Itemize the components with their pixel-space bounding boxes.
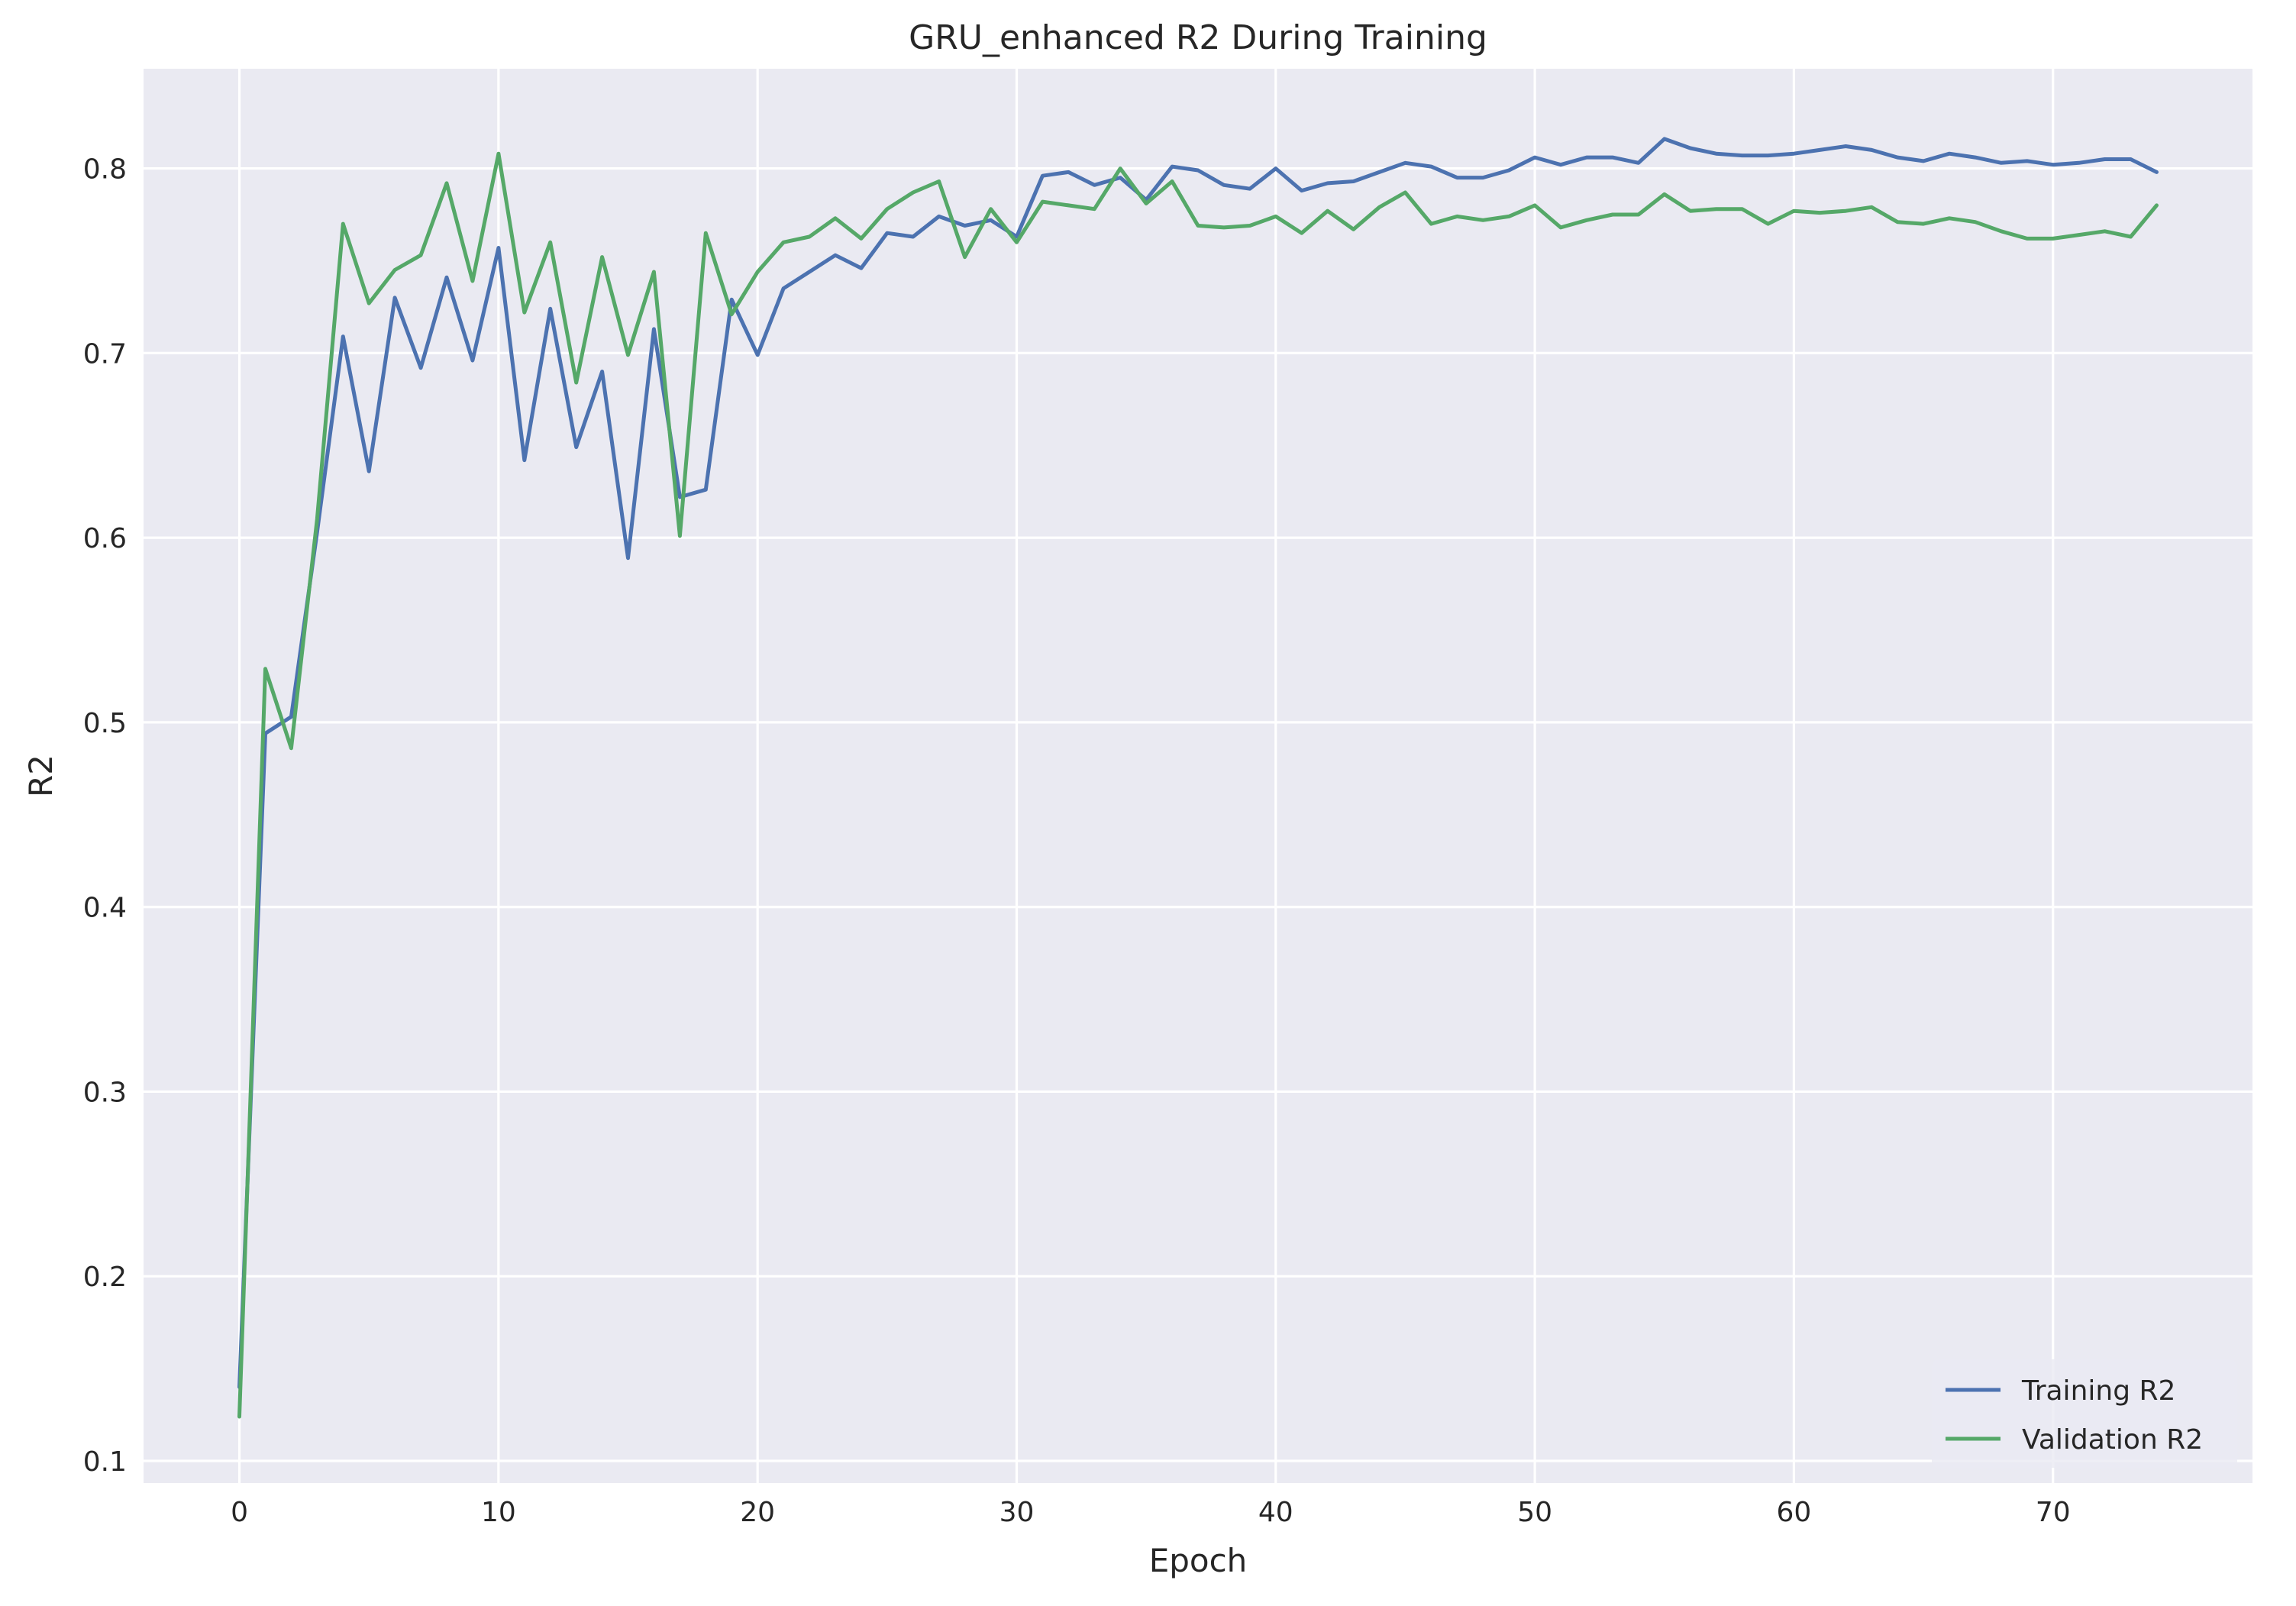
y-tick-label: 0.2: [83, 1262, 127, 1293]
legend-label-validation: Validation R2: [2022, 1424, 2203, 1456]
x-tick-label: 10: [481, 1497, 516, 1528]
chart-title: GRU_enhanced R2 During Training: [909, 18, 1487, 57]
x-tick-label: 0: [231, 1497, 248, 1528]
y-tick-label: 0.3: [83, 1077, 127, 1108]
y-tick-label: 0.7: [83, 338, 127, 370]
y-axis-label: R2: [22, 755, 60, 797]
x-axis-label: Epoch: [1149, 1542, 1248, 1579]
y-tick-label: 0.8: [83, 154, 127, 186]
y-tick-label: 0.4: [83, 893, 127, 924]
x-tick-label: 20: [740, 1497, 775, 1528]
y-tick-label: 0.1: [83, 1446, 127, 1478]
y-tick-label: 0.6: [83, 523, 127, 554]
series-lines: [237, 137, 2159, 1419]
x-tick-label: 70: [2036, 1497, 2071, 1528]
legend-box: [1932, 1359, 2237, 1468]
x-tick-label: 40: [1258, 1497, 1293, 1528]
x-tick-label: 60: [1777, 1497, 1812, 1528]
plot-background: [144, 69, 2252, 1483]
series-points-validation: [239, 153, 2157, 1417]
series-line-training: [237, 137, 2159, 1389]
y-tick-label: 0.5: [83, 708, 127, 739]
x-tick-label: 30: [999, 1497, 1035, 1528]
x-tick-label: 50: [1517, 1497, 1552, 1528]
series-points-training: [239, 138, 2157, 1388]
legend-label-training: Training R2: [2021, 1375, 2175, 1407]
legend: Training R2 Validation R2: [1932, 1359, 2237, 1468]
grid-lines: [144, 69, 2252, 1483]
tick-labels: 0 10 20 30 40 50 60 70 0.1 0.2 0.3 0.4 0.5 0.6 0.7 0.8: [83, 154, 2071, 1528]
